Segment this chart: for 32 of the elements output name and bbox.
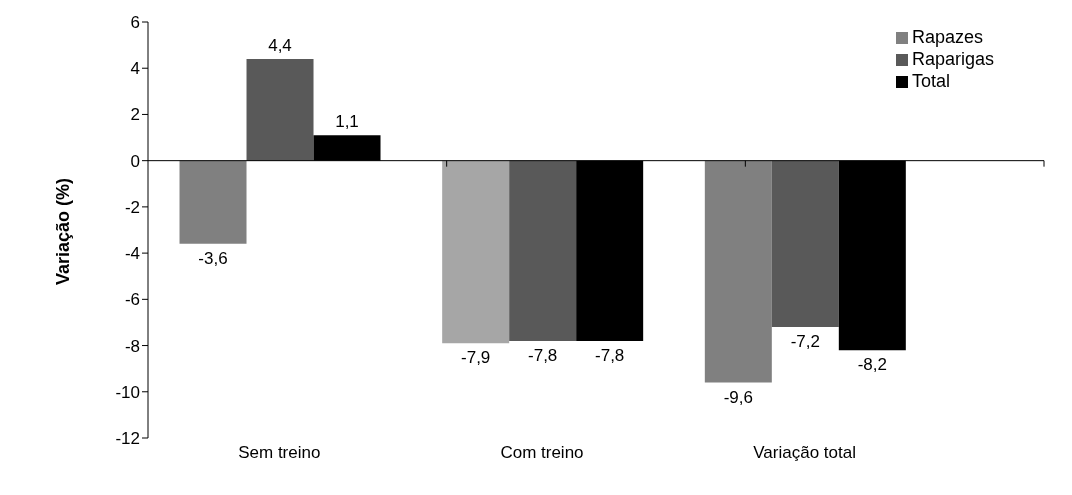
x-tick-label: Sem treino <box>238 443 321 463</box>
legend-label: Raparigas <box>911 49 994 69</box>
data-label: -7,2 <box>790 332 820 352</box>
y-tick-label: 6 <box>130 13 140 33</box>
data-label: -3,6 <box>198 248 228 268</box>
bar <box>442 160 510 344</box>
y-axis-title: Variação (%) <box>53 177 74 285</box>
data-label: -7,9 <box>461 348 491 368</box>
y-tick-label: -6 <box>124 290 140 310</box>
y-tick-label: 2 <box>130 105 140 125</box>
data-label: -8,2 <box>857 355 887 375</box>
y-tick-label: -2 <box>124 197 140 217</box>
data-label: 4,4 <box>268 35 292 55</box>
bar <box>704 160 772 383</box>
data-label: 1,1 <box>335 112 359 132</box>
legend-label: Rapazes <box>911 27 983 47</box>
y-tick-label: 4 <box>130 59 140 79</box>
bar <box>509 160 577 341</box>
y-tick-label: -4 <box>124 244 140 264</box>
y-tick-label: -10 <box>115 382 140 402</box>
bar <box>246 58 314 161</box>
y-tick-label: -12 <box>115 429 140 449</box>
bar <box>771 160 839 328</box>
legend-label: Total <box>911 71 950 91</box>
x-tick-label: Variação total <box>753 443 856 463</box>
x-tick-label: Com treino <box>500 443 584 463</box>
data-label: -7,8 <box>595 345 625 365</box>
data-label: -7,8 <box>528 345 558 365</box>
bar <box>179 160 247 244</box>
y-tick-label: -8 <box>124 336 140 356</box>
data-label: -9,6 <box>723 387 753 407</box>
y-tick-label: 0 <box>130 151 140 171</box>
